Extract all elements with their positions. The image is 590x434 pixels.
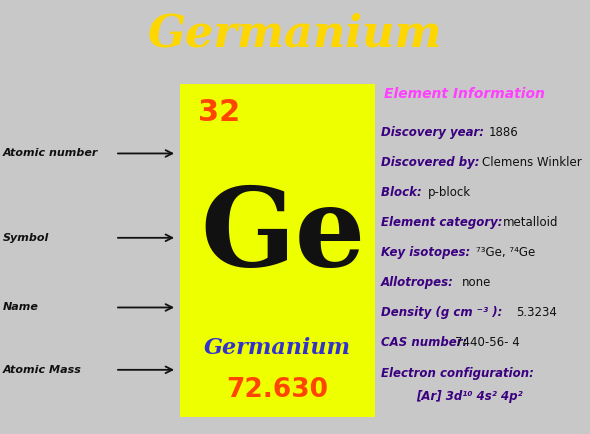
Text: Atomic number: Atomic number (3, 148, 99, 158)
Text: Density (g cm ⁻³ ):: Density (g cm ⁻³ ): (381, 306, 506, 319)
Text: Atomic Mass: Atomic Mass (3, 365, 82, 375)
Text: p-block: p-block (428, 186, 471, 199)
Text: Key isotopes:: Key isotopes: (381, 246, 474, 259)
Text: ⁷³Ge, ⁷⁴Ge: ⁷³Ge, ⁷⁴Ge (476, 246, 535, 259)
Text: Ge: Ge (201, 182, 366, 289)
Text: 1886: 1886 (489, 126, 519, 139)
Text: none: none (462, 276, 491, 289)
Text: Discovered by:: Discovered by: (381, 156, 483, 169)
Text: Clemens Winkler: Clemens Winkler (483, 156, 582, 169)
Text: Germanium: Germanium (148, 12, 442, 55)
Text: Discovery year:: Discovery year: (381, 126, 488, 139)
Text: 32: 32 (198, 99, 240, 128)
Text: Element category:: Element category: (381, 216, 506, 229)
Text: Symbol: Symbol (3, 233, 50, 243)
Text: Name: Name (3, 302, 39, 312)
Text: 7440-56- 4: 7440-56- 4 (455, 336, 520, 349)
Bar (180, 84, 375, 418)
Text: 5.3234: 5.3234 (516, 306, 557, 319)
Text: Allotropes:: Allotropes: (381, 276, 458, 289)
Text: Electron configuration:: Electron configuration: (381, 367, 533, 379)
Text: metalloid: metalloid (503, 216, 558, 229)
Text: Germanium: Germanium (204, 337, 351, 359)
Text: Block:: Block: (381, 186, 425, 199)
Text: CAS number:: CAS number: (381, 336, 467, 349)
Text: Element Information: Element Information (384, 87, 545, 102)
Text: [Ar] 3d¹⁰ 4s² 4p²: [Ar] 3d¹⁰ 4s² 4p² (416, 390, 523, 403)
Text: 72.630: 72.630 (227, 377, 328, 403)
